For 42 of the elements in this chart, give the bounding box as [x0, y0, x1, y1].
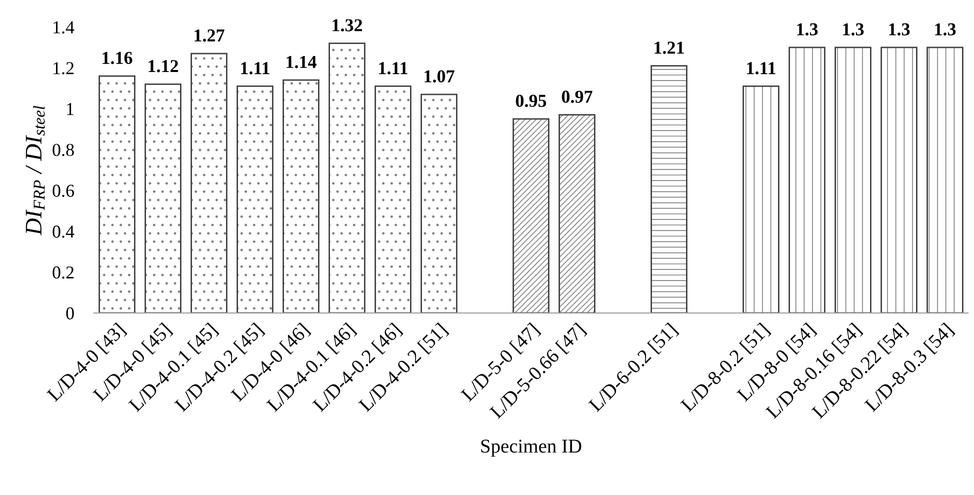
data-label: 0.97	[562, 90, 592, 103]
data-label: 1.11	[379, 62, 408, 74]
bar	[236, 86, 274, 313]
data-label: 1.3	[797, 23, 818, 36]
data-label: 1.12	[148, 60, 178, 72]
bar	[328, 42, 366, 313]
data-label: 1.16	[102, 52, 132, 64]
data-label: 1.3	[935, 23, 956, 36]
bar	[926, 46, 964, 313]
data-label: 1.21	[654, 42, 684, 54]
bar	[558, 114, 596, 313]
y-tick-label: 0.8	[52, 144, 74, 156]
bar	[98, 75, 136, 313]
data-label: 1.3	[843, 23, 864, 36]
data-label: 1.27	[194, 29, 224, 42]
bar	[880, 46, 918, 313]
y-tick-label: 0.2	[52, 266, 74, 279]
data-label: 1.11	[241, 62, 270, 74]
y-tick-label: 1.4	[54, 21, 74, 34]
bar	[834, 46, 872, 313]
y-tick-label: 1.2	[54, 62, 74, 74]
bar	[144, 84, 182, 313]
bar	[374, 86, 412, 313]
data-label: 1.14	[286, 56, 316, 68]
bar	[420, 94, 458, 313]
y-tick-label: 0.6	[52, 184, 74, 197]
bar	[788, 46, 826, 313]
y-tick-label: 1	[67, 103, 74, 115]
y-tick-label: 0	[66, 307, 74, 320]
data-label: 1.11	[747, 62, 776, 74]
bar	[190, 52, 228, 313]
bar	[650, 65, 688, 313]
data-label: 1.32	[332, 19, 362, 32]
y-axis-title: DI$_{FRP}$ / DI$_{steel}$	[26, 106, 45, 236]
data-label: 1.07	[424, 70, 454, 82]
data-label: 1.3	[889, 23, 910, 36]
bar	[512, 118, 550, 313]
bar	[742, 86, 780, 313]
data-label: 0.95	[516, 94, 546, 108]
bar	[282, 79, 320, 313]
x-axis-title: Specimen ID	[481, 440, 582, 457]
y-tick-label: 0.4	[52, 226, 74, 238]
